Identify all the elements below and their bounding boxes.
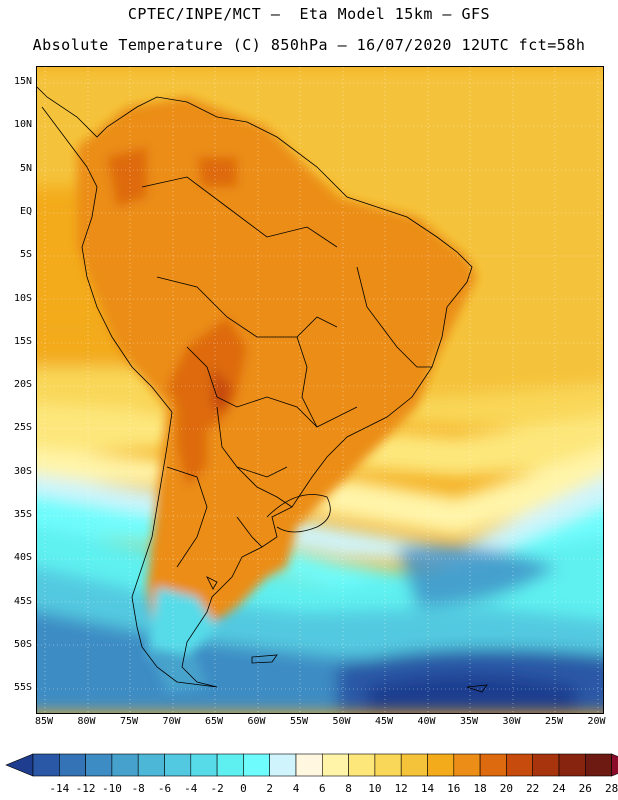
latitude-label: 35S <box>13 509 32 520</box>
colorbar-tick-label: 16 <box>447 782 461 795</box>
map-subtitle: Absolute Temperature (C) 850hPa – 16/07/… <box>32 36 586 54</box>
latitude-label: 20S <box>13 379 32 391</box>
longitude-label: 45W <box>374 716 394 727</box>
colorbar-swatch <box>374 753 402 777</box>
longitude-label: 20W <box>587 716 606 727</box>
colorbar-swatch <box>32 753 60 777</box>
latitude-label: 5N <box>19 162 32 174</box>
colorbar-swatch <box>295 753 323 777</box>
temperature-map <box>36 66 604 714</box>
latitude-label: 40S <box>13 552 32 564</box>
colorbar-swatch <box>321 753 349 777</box>
colorbar-tick-label: 20 <box>499 782 514 795</box>
latitude-label: 10N <box>13 119 32 131</box>
longitude-label: 60W <box>247 716 266 727</box>
colorbar-tick-label: 4 <box>292 782 300 795</box>
longitude-label: 85W <box>34 716 54 727</box>
colorbar-tick-label: -6 <box>157 782 172 795</box>
colorbar-swatch <box>427 753 455 777</box>
colorbar-tick-label: 12 <box>394 782 408 795</box>
colorbar-high-extension <box>611 753 618 777</box>
longitude-label: 40W <box>417 716 436 727</box>
colorbar-tick-label: 0 <box>240 782 247 795</box>
latitude-label: 10S <box>13 292 32 304</box>
colorbar-tick-label: -12 <box>75 782 96 795</box>
colorbar-tick-label: -10 <box>101 782 122 795</box>
colorbar-swatch <box>558 753 586 777</box>
colorbar-swatch <box>58 753 86 777</box>
latitude-label: 45S <box>13 595 32 607</box>
colorbar-swatch <box>111 753 139 777</box>
map-title: CPTEC/INPE/MCT – Eta Model 15km – GFS <box>127 5 491 23</box>
colorbar-tick-label: -8 <box>131 782 145 795</box>
colorbar-swatch <box>243 753 270 777</box>
colorbar-tick-label: 8 <box>345 782 352 795</box>
colorbar-swatch <box>269 753 297 777</box>
longitude-label: 80W <box>77 716 96 727</box>
colorbar-tick-label: 22 <box>526 782 540 795</box>
latitude-label: 15S <box>13 335 32 347</box>
latitude-label: 15N <box>13 76 32 87</box>
colorbar-swatch <box>164 753 192 777</box>
colorbar-swatch <box>85 753 113 777</box>
colorbar-swatch <box>479 753 507 777</box>
latitude-label: 30S <box>13 465 32 477</box>
latitude-label: EQ <box>19 205 32 217</box>
colorbar-tick-label: 26 <box>578 782 592 795</box>
colorbar-tick-label: 14 <box>420 782 435 795</box>
colorbar-tick-label: 10 <box>368 782 382 795</box>
longitude-label: 25W <box>544 716 564 727</box>
longitude-label: 65W <box>204 716 224 727</box>
colorbar-swatch <box>348 753 376 777</box>
longitude-label: 50W <box>332 716 351 727</box>
colorbar-swatch <box>506 753 533 777</box>
colorbar-swatch <box>400 753 428 777</box>
longitude-label: 70W <box>162 716 181 727</box>
colorbar-tick-label: 28 <box>604 782 618 795</box>
colorbar-swatch <box>584 753 612 777</box>
colorbar-tick-label: 24 <box>552 782 566 795</box>
colorbar-swatch <box>453 753 481 777</box>
latitude-label: 25S <box>13 422 32 434</box>
latitude-label: 5S <box>19 249 32 261</box>
colorbar-tick-label: -4 <box>184 782 198 795</box>
longitude-label: 35W <box>459 716 479 727</box>
colorbar-tick-label: 6 <box>318 782 326 795</box>
coastline-outline <box>37 86 488 693</box>
colorbar-swatch <box>137 753 165 777</box>
longitude-label: 75W <box>119 716 139 727</box>
temperature-colorbar <box>5 753 618 777</box>
colorbar-swatch <box>190 753 218 777</box>
colorbar-tick-label: 2 <box>266 782 273 795</box>
longitude-label: 30W <box>502 716 521 727</box>
colorbar-tick-label: -14 <box>49 782 70 795</box>
latitude-label: 50S <box>13 638 32 650</box>
longitude-label: 55W <box>289 716 309 727</box>
colorbar-tick-label: 18 <box>473 782 487 795</box>
latitude-label: 55S <box>13 682 32 694</box>
colorbar-swatch <box>216 753 244 777</box>
colorbar-swatch <box>532 753 560 777</box>
colorbar-tick-label: -2 <box>210 782 224 795</box>
colorbar-low-extension <box>5 753 34 777</box>
